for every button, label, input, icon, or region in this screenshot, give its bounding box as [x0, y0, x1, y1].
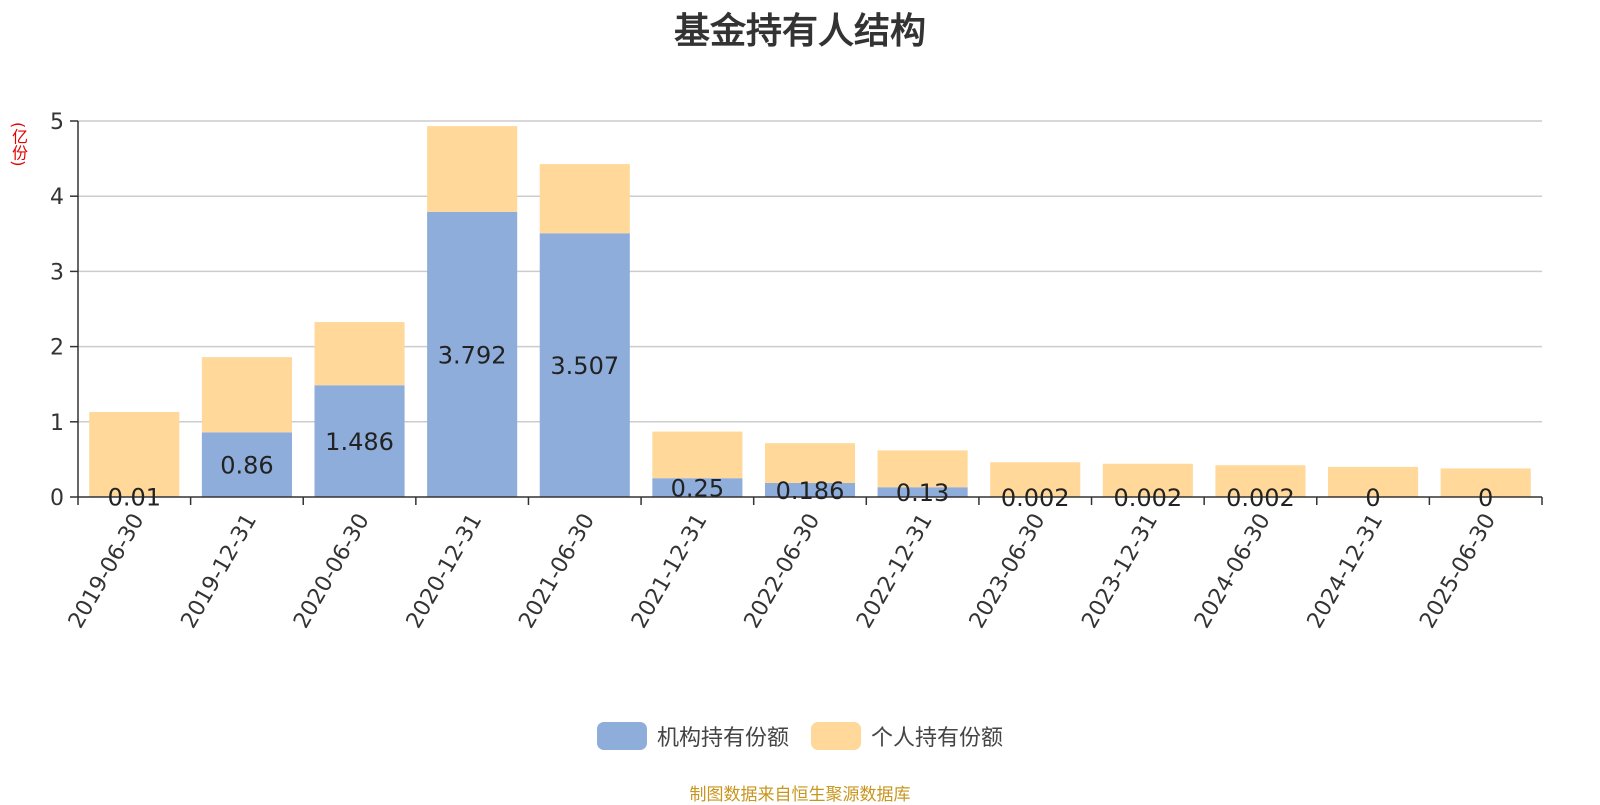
data-label-institution: 0: [1478, 484, 1493, 512]
y-tick-label: 2: [50, 336, 64, 361]
bar-individual: [202, 357, 292, 432]
x-tick-label: 2019-12-31: [177, 510, 263, 633]
data-label-institution: 0.13: [896, 479, 949, 507]
data-label-institution: 3.792: [438, 341, 507, 369]
y-tick-label: 0: [50, 486, 64, 511]
x-tick-label: 2021-12-31: [627, 510, 713, 633]
x-tick-label: 2020-06-30: [289, 510, 375, 633]
legend-label-individual: 个人持有份额: [871, 720, 1003, 752]
data-label-institution: 0.002: [1001, 484, 1070, 512]
y-tick-label: 4: [50, 185, 64, 210]
legend-item-individual[interactable]: 个人持有份额: [811, 720, 1003, 752]
x-tick-label: 2020-12-31: [402, 510, 488, 633]
bar-individual: [427, 126, 517, 212]
legend-label-institution: 机构持有份额: [657, 720, 789, 752]
data-label-institution: 0.86: [220, 452, 273, 480]
legend-item-institution[interactable]: 机构持有份额: [597, 720, 789, 752]
data-label-institution: 3.507: [550, 352, 619, 380]
x-tick-label: 2019-06-30: [64, 510, 150, 633]
data-label-institution: 0.002: [1226, 484, 1295, 512]
data-label-institution: 0.01: [108, 484, 161, 512]
x-tick-label: 2021-06-30: [514, 510, 600, 633]
data-label-institution: 0.25: [671, 475, 724, 503]
source-note: 制图数据来自恒生聚源数据库: [0, 780, 1600, 805]
x-tick-label: 2024-12-31: [1303, 510, 1389, 633]
x-tick-label: 2022-06-30: [740, 510, 826, 633]
x-tick-label: 2023-12-31: [1077, 510, 1163, 633]
y-tick-label: 5: [50, 110, 64, 135]
legend: 机构持有份额 个人持有份额: [0, 720, 1600, 752]
legend-swatch-institution: [597, 722, 647, 750]
data-label-institution: 0.002: [1113, 484, 1182, 512]
stacked-bar-chart: 0 1 2 3 4 5 2019-06-30 2019-12-31 2020-06-30 2020…: [0, 0, 1600, 700]
bar-individual: [314, 322, 404, 385]
bar-individual: [540, 164, 630, 233]
y-tick-label: 3: [50, 260, 64, 285]
x-tick-label: 2024-06-30: [1190, 510, 1276, 633]
data-label-institution: 0.186: [776, 477, 845, 505]
data-label-institution: 0: [1365, 484, 1380, 512]
legend-swatch-individual: [811, 722, 861, 750]
y-tick-label: 1: [50, 411, 64, 436]
x-tick-label: 2025-06-30: [1415, 510, 1501, 633]
x-tick-label: 2022-12-31: [852, 510, 938, 633]
bar-individual: [652, 432, 742, 479]
x-tick-label: 2023-06-30: [965, 510, 1051, 633]
data-label-institution: 1.486: [325, 428, 394, 456]
